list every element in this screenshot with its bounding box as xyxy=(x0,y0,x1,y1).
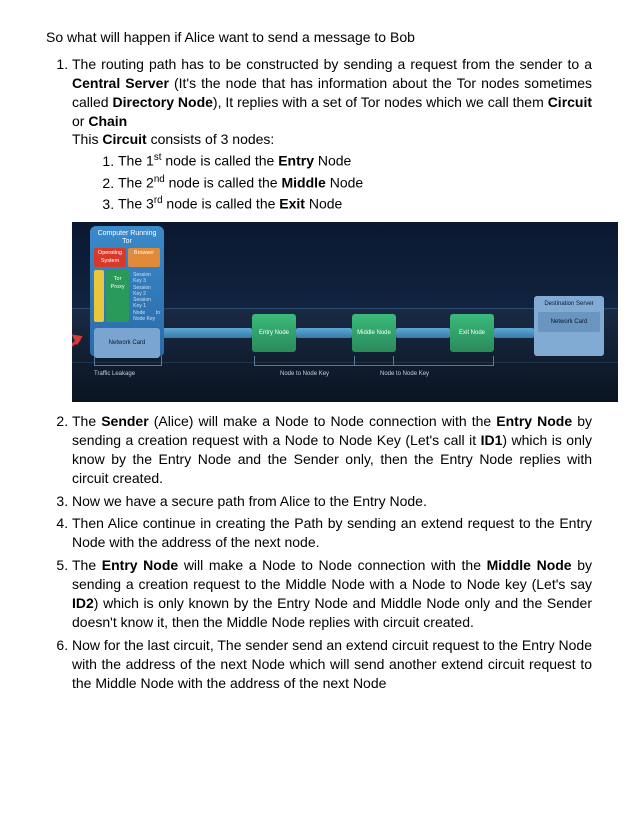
t: The 3 xyxy=(118,196,154,212)
t: ) which is only known by the Entry Node … xyxy=(72,595,592,630)
tor-diagram: Computer Running Tor Operating System Br… xyxy=(72,222,618,402)
bold-id1: ID1 xyxy=(481,432,503,448)
dest-title: Destination Server xyxy=(538,300,600,308)
os-box: Operating System xyxy=(94,248,126,267)
t: (Alice) will make a Node to Node connect… xyxy=(149,413,497,429)
list-item-4: Then Alice continue in creating the Path… xyxy=(72,514,592,552)
bold-entry: Entry xyxy=(278,153,314,169)
exit-node: Exit Node xyxy=(450,314,494,352)
t: This xyxy=(72,131,102,147)
node-key-label-2: Node to Node Key xyxy=(380,370,429,378)
bold-exit: Exit xyxy=(279,196,305,212)
bold-circuit2: Circuit xyxy=(102,131,146,147)
t: node is called the xyxy=(165,175,282,191)
sk1: Session Key 1 xyxy=(133,297,160,310)
bold-middle-node: Middle Node xyxy=(487,557,572,573)
bold-id2: ID2 xyxy=(72,595,94,611)
pipe-1 xyxy=(162,328,252,338)
intro-text: So what will happen if Alice want to sen… xyxy=(46,28,592,47)
pipe-3 xyxy=(396,328,450,338)
pipe-4 xyxy=(494,328,534,338)
sub-list: The 1st node is called the Entry Node Th… xyxy=(72,151,592,214)
t: Node xyxy=(314,153,351,169)
middle-node: Middle Node xyxy=(352,314,396,352)
sk3: Session Key 3 xyxy=(133,272,160,285)
network-card-left: Network Card xyxy=(94,328,160,358)
bracket-traffic xyxy=(94,356,162,366)
tor-proxy-box: Tor Proxy xyxy=(106,270,129,322)
t: The 1 xyxy=(118,153,154,169)
t: The xyxy=(72,413,101,429)
t: Node xyxy=(326,175,363,191)
session-keys: Session Key 3 Session Key 2 Session Key … xyxy=(131,270,160,322)
bold-central-server: Central Server xyxy=(72,75,169,91)
node-key-label-1: Node to Node Key xyxy=(280,370,329,378)
t: consists of 3 nodes: xyxy=(147,131,275,147)
list-item-5: The Entry Node will make a Node to Node … xyxy=(72,556,592,632)
t: node is called the xyxy=(161,153,278,169)
bold-entry-node: Entry Node xyxy=(496,413,572,429)
t: will make a Node to Node connection with… xyxy=(178,557,486,573)
dest-netcard: Network Card xyxy=(538,312,600,332)
bold-entry-node2: Entry Node xyxy=(102,557,178,573)
list-item-1: The routing path has to be constructed b… xyxy=(72,55,592,402)
browser-box: Browser xyxy=(128,248,160,267)
destination-server: Destination Server Network Card xyxy=(534,296,604,356)
pipe-2 xyxy=(296,328,352,338)
t: node is called the xyxy=(163,196,280,212)
bold-sender: Sender xyxy=(101,413,148,429)
t: or xyxy=(72,113,88,129)
yellow-arrow xyxy=(94,270,104,322)
sup: nd xyxy=(154,174,165,185)
sub-item-1: The 1st node is called the Entry Node xyxy=(118,151,592,171)
list-item-3: Now we have a secure path from Alice to … xyxy=(72,492,592,511)
list-item-2: The Sender (Alice) will make a Node to N… xyxy=(72,412,592,488)
sk2: Session Key 2 xyxy=(133,285,160,298)
sub-item-3: The 3rd node is called the Exit Node xyxy=(118,194,592,214)
entry-node: Entry Node xyxy=(252,314,296,352)
t: Node xyxy=(305,196,342,212)
nnk: Node to Node Key xyxy=(133,310,160,323)
t: The 2 xyxy=(118,175,154,191)
sub-item-2: The 2nd node is called the Middle Node xyxy=(118,173,592,193)
t: ), It replies with a set of Tor nodes wh… xyxy=(213,94,548,110)
bracket-2 xyxy=(354,356,494,366)
computer-header: Computer Running Tor xyxy=(94,230,160,245)
main-list: The routing path has to be constructed b… xyxy=(46,55,592,693)
bold-chain: Chain xyxy=(88,113,127,129)
t: The xyxy=(72,557,102,573)
t: The routing path has to be constructed b… xyxy=(72,56,592,72)
bold-middle: Middle xyxy=(281,175,325,191)
traffic-leakage-label: Traffic Leakage xyxy=(94,370,135,378)
bold-circuit: Circuit xyxy=(548,94,592,110)
bold-directory-node: Directory Node xyxy=(113,94,213,110)
sup: rd xyxy=(154,195,163,206)
list-item-6: Now for the last circuit, The sender sen… xyxy=(72,636,592,693)
